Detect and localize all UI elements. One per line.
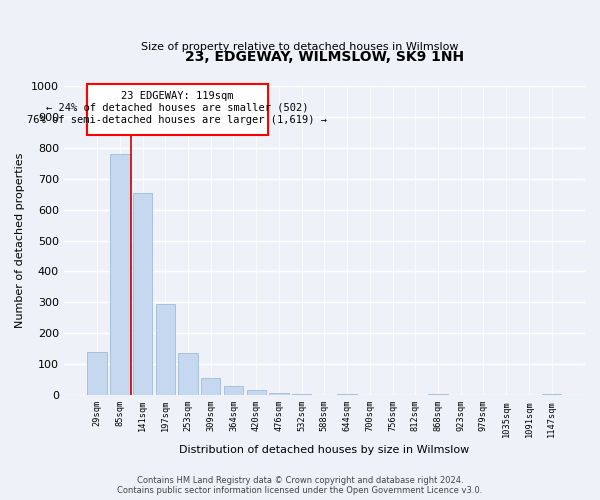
Y-axis label: Number of detached properties: Number of detached properties [16, 153, 25, 328]
Bar [87, 84, 268, 136]
Text: 76% of semi-detached houses are larger (1,619) →: 76% of semi-detached houses are larger (… [27, 116, 327, 126]
Bar [155, 304, 175, 395]
Text: Contains HM Land Registry data © Crown copyright and database right 2024.
Contai: Contains HM Land Registry data © Crown c… [118, 476, 482, 495]
Bar [247, 390, 266, 395]
Bar [88, 352, 107, 395]
Bar [110, 154, 130, 395]
X-axis label: Distribution of detached houses by size in Wilmslow: Distribution of detached houses by size … [179, 445, 470, 455]
Bar [337, 394, 357, 395]
Bar [428, 394, 448, 395]
Bar [178, 354, 197, 395]
Text: Size of property relative to detached houses in Wilmslow: Size of property relative to detached ho… [141, 42, 459, 52]
Title: 23, EDGEWAY, WILMSLOW, SK9 1NH: 23, EDGEWAY, WILMSLOW, SK9 1NH [185, 50, 464, 64]
Bar [292, 394, 311, 395]
Bar [542, 394, 562, 395]
Bar [201, 378, 220, 395]
Text: ← 24% of detached houses are smaller (502): ← 24% of detached houses are smaller (50… [46, 103, 308, 113]
Bar [269, 392, 289, 395]
Bar [133, 192, 152, 395]
Bar [224, 386, 243, 395]
Text: 23 EDGEWAY: 119sqm: 23 EDGEWAY: 119sqm [121, 90, 233, 101]
